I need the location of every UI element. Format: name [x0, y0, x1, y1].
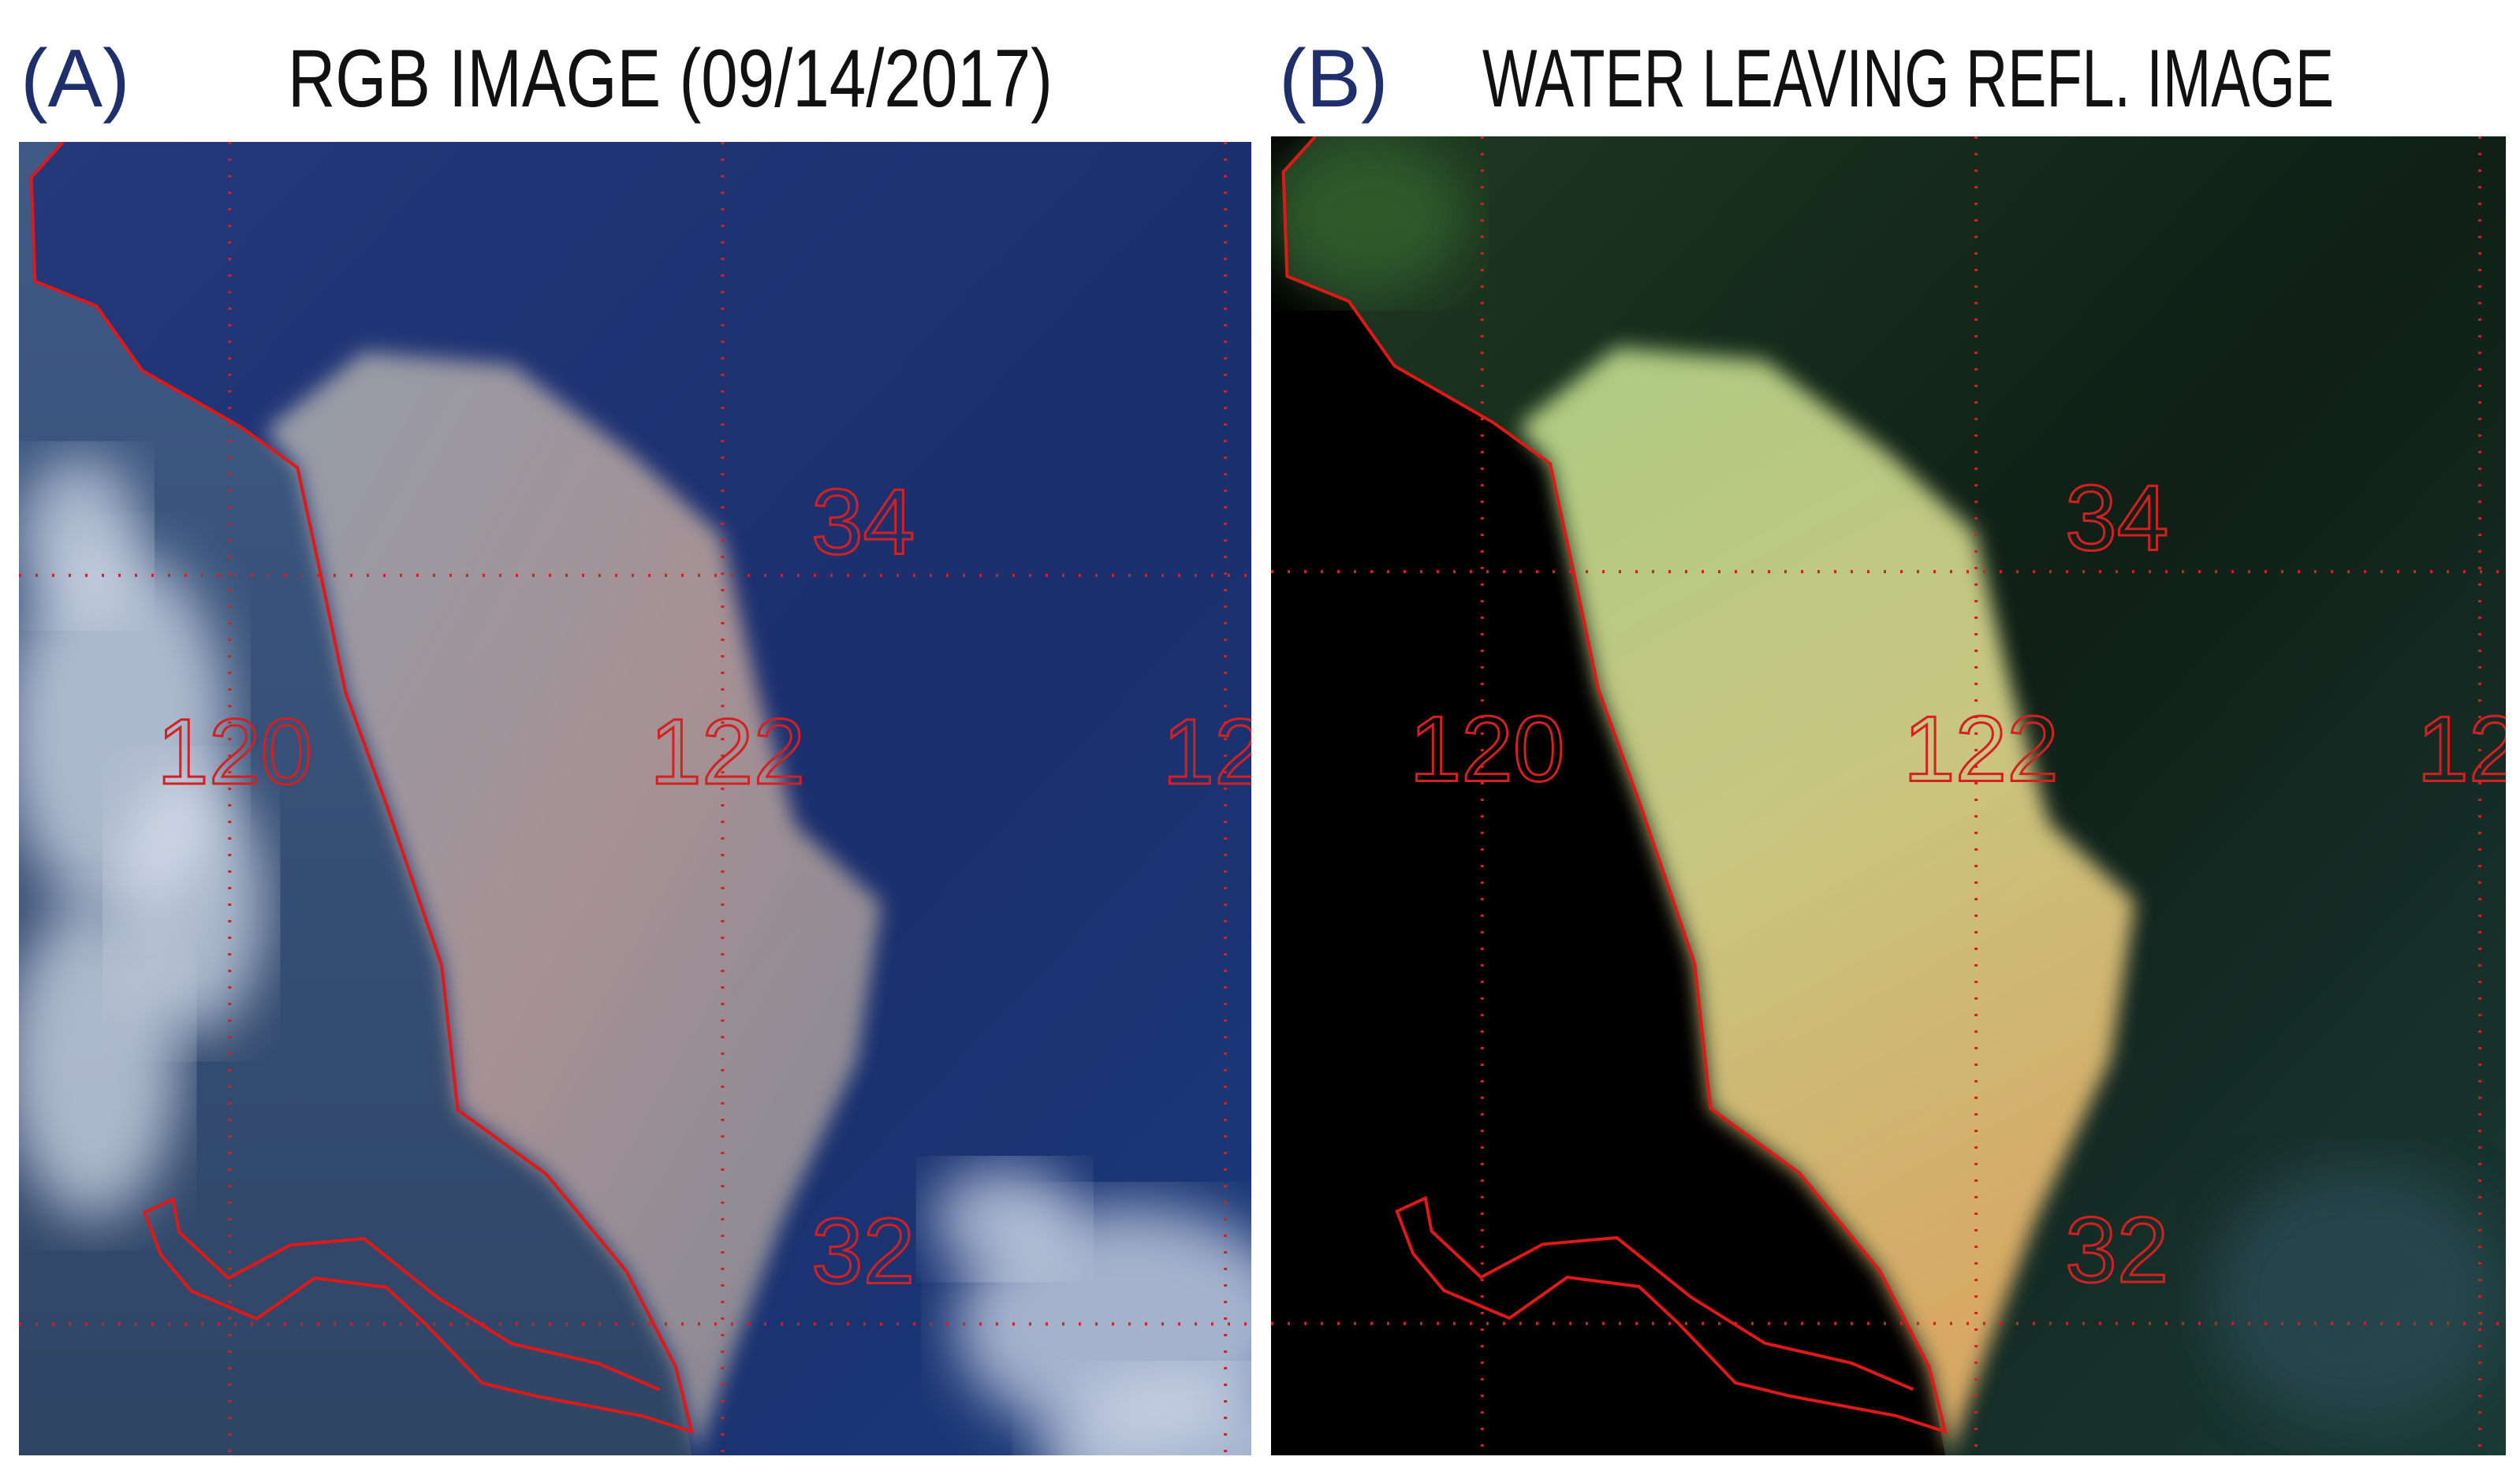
- latitude-label: 34: [811, 471, 915, 575]
- longitude-label: 122: [1903, 697, 2059, 801]
- panel-label: (A): [21, 33, 130, 125]
- panel: (A) RGB IMAGE (09/14/2017) 120 122 12 34 32: [19, 33, 1266, 1455]
- panel: (B) WATER LEAVING REFL. IMAGE 120 122 12 34 32: [1271, 33, 2520, 1455]
- panel-title: RGB IMAGE (09/14/2017): [288, 33, 1053, 125]
- latitude-label: 32: [811, 1199, 915, 1303]
- longitude-label: 122: [650, 700, 805, 804]
- panel-title: WATER LEAVING REFL. IMAGE: [1482, 33, 2334, 125]
- satellite-image: [19, 142, 1251, 1455]
- coastline: [1284, 136, 1945, 1432]
- longitude-label: 12: [2417, 697, 2520, 801]
- longitude-label: 12: [1162, 700, 1266, 804]
- panel-label: (B): [1279, 33, 1389, 125]
- coastline: [32, 142, 692, 1432]
- latitude-label: 34: [2065, 467, 2168, 571]
- longitude-label: 120: [157, 700, 312, 804]
- latitude-label: 32: [2065, 1198, 2168, 1302]
- longitude-label: 120: [1410, 697, 1565, 801]
- satellite-image: [1271, 136, 2506, 1455]
